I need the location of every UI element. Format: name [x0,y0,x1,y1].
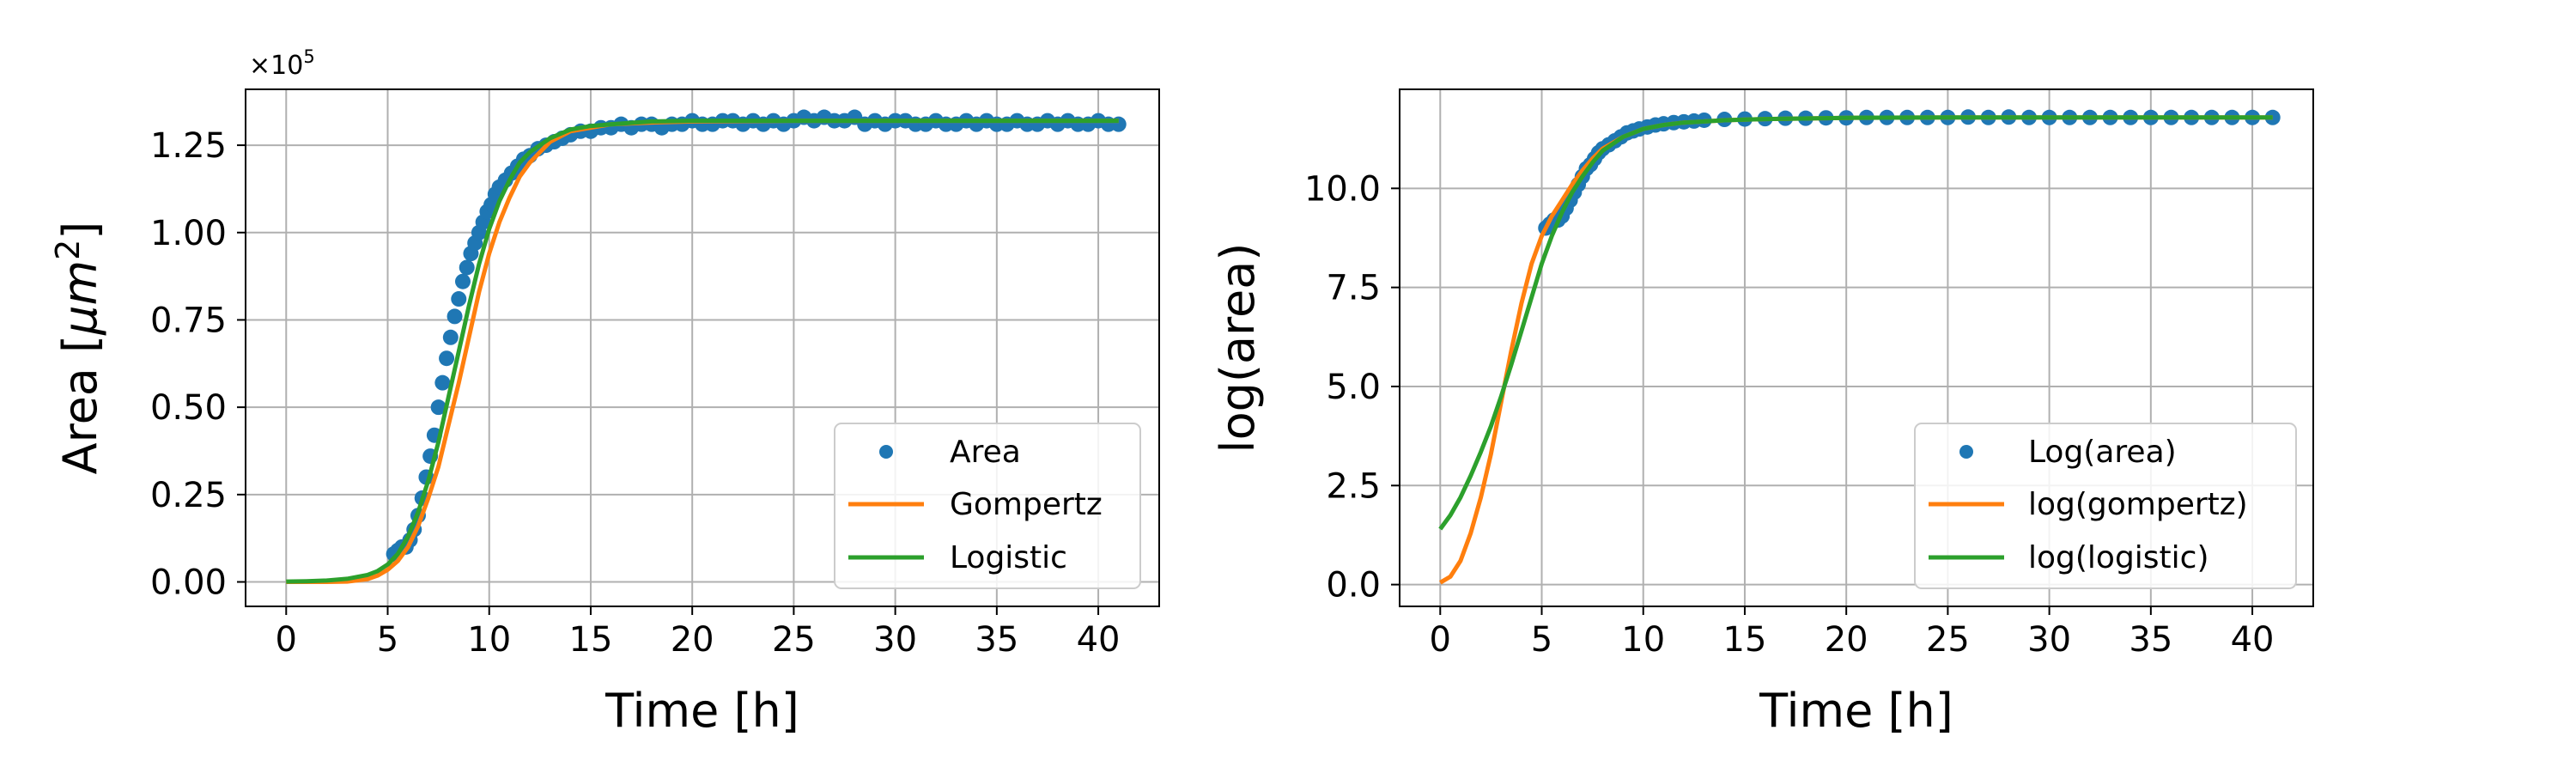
legend-box [834,423,1141,589]
legend-label-log-area: Log(area) [2028,435,2177,470]
plot-frame [1399,88,2314,607]
legend-label-logistic: Logistic [950,540,1067,575]
x-tick-labels: 0 5 10 15 20 25 30 35 40 [276,620,1121,660]
y-tick-labels: 0.0 2.5 5.0 7.5 10.0 [1304,169,1381,605]
series-line-log-logistic [1438,115,2273,531]
data-point [459,259,475,276]
data-point [442,329,459,345]
y-tick-label: 0.75 [150,301,227,340]
data-point [2264,109,2281,125]
y-tick-label: 2.5 [1326,466,1381,506]
x-tick-labels: 0 5 10 15 20 25 30 35 40 [1430,620,2275,660]
x-tick-label: 15 [569,620,613,660]
y-tick-label: 0.50 [150,388,227,428]
y-axis-label: log(area) [1211,243,1265,453]
legend-label-log-logistic: log(logistic) [2028,540,2209,575]
legend-marker-area [879,445,893,459]
plot-frame [245,88,1160,607]
legend: Log(area) log(gompertz) log(logistic) [1914,423,2297,589]
x-tick-label: 15 [1723,620,1767,660]
x-tick-label: 30 [2027,620,2071,660]
x-tick-label: 20 [1825,620,1868,660]
legend: Area Gompertz Logistic [834,423,1141,589]
x-tick-label: 5 [1531,620,1552,660]
y-tick-label: 0.25 [150,476,227,515]
data-point [439,350,455,367]
legend-label-area: Area [950,435,1021,470]
x-tick-label: 35 [975,620,1018,660]
log-area-chart-panel: 0 5 10 15 20 25 30 35 40 0.0 2.5 5.0 7.5 10.0 Time [… [1211,88,2314,738]
y-tick-label: 0.00 [150,563,227,603]
x-tick-label: 0 [1430,620,1451,660]
legend-box [1914,423,2297,589]
legend-label-gompertz: Gompertz [950,487,1103,522]
gridlines [1400,89,2313,606]
data-series [1438,109,2281,585]
y-tick-label: 1.25 [150,126,227,166]
tick-marks [237,144,1100,615]
area-chart-panel: 0 5 10 15 20 25 30 35 40 0.00 0.25 0.50 0.75 1.00 1.2… [49,46,1160,738]
data-point [447,308,463,325]
x-tick-label: 40 [1077,620,1121,660]
x-axis-label: Time [h] [1759,684,1953,738]
x-tick-label: 5 [377,620,398,660]
x-tick-label: 30 [873,620,917,660]
data-series [286,109,1127,584]
data-point [434,374,451,391]
y-tick-label: 5.0 [1326,368,1381,407]
y-axis-label: Area [μm2] [49,222,107,475]
x-tick-label: 35 [2129,620,2172,660]
y-tick-label: 7.5 [1326,269,1381,308]
tick-marks [1391,187,2254,615]
data-point [430,399,447,416]
x-tick-label: 10 [467,620,511,660]
x-tick-label: 10 [1621,620,1665,660]
x-tick-label: 20 [671,620,714,660]
data-point [451,291,467,307]
legend-marker-log-area [1959,445,1973,459]
y-tick-label: 1.00 [150,214,227,253]
series-line-logistic [286,119,1119,584]
x-tick-label: 25 [772,620,816,660]
y-tick-labels: 0.00 0.25 0.50 0.75 1.00 1.25 [150,126,227,602]
x-axis-label: Time [h] [605,684,799,738]
y-offset-text: ×105 [249,46,315,81]
y-tick-label: 0.0 [1326,566,1381,606]
x-tick-label: 0 [276,620,297,660]
y-tick-label: 10.0 [1304,169,1381,209]
legend-label-log-gompertz: log(gompertz) [2028,487,2248,522]
data-point [454,273,471,289]
x-tick-label: 25 [1926,620,1970,660]
x-tick-label: 40 [2231,620,2275,660]
